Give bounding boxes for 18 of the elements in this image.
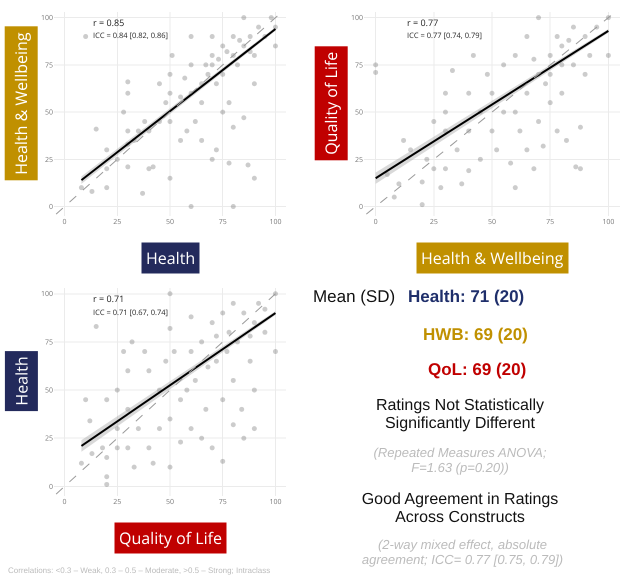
- text: QoL: 69 (20): [428, 360, 528, 380]
- text: HWB: 69 (20): [423, 325, 529, 345]
- text: Correlations: <0.3 – Weak, 0.3 – 0.5 – Moderate, >0.5 – Strong; Intraclass: [8, 566, 270, 575]
- text: (2-way mixed effect, absolute agreement; ICC= 0.77 [0.75, 0.79]): [360, 537, 564, 567]
- annotation: r = 0.85: [93, 16, 124, 29]
- x-axis-title: Health: [146, 247, 196, 269]
- annotation: r = 0.71: [93, 292, 124, 305]
- text: Good Agreement in Ratings Across Constructs: [360, 491, 560, 527]
- x-axis-title: Health & Wellbeing: [421, 247, 564, 269]
- annotation: r = 0.77: [407, 16, 438, 29]
- text: (Repeated Measures ANOVA; F=1.63 (p=0.20)): [372, 445, 548, 475]
- text: Health: 71 (20): [408, 287, 526, 307]
- y-axis-title: Quality of Life: [320, 52, 342, 155]
- y-axis-title: Health & Wellbeing: [10, 32, 32, 175]
- text: Mean (SD): [313, 287, 396, 306]
- text: Ratings Not Statistically Significantly Different: [374, 397, 546, 433]
- y-axis-title: Health: [10, 356, 32, 406]
- x-axis-title: Quality of Life: [119, 527, 222, 549]
